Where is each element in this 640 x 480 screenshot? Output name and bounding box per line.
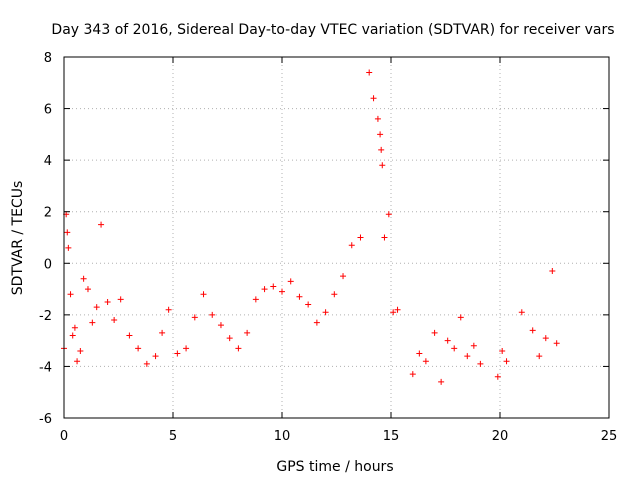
- y-tick-labels: -6 -4 -2 0 2 4 6 8: [39, 51, 52, 427]
- data-point: [84, 286, 91, 293]
- data-point: [457, 314, 464, 321]
- data-point: [244, 329, 251, 336]
- data-point: [67, 291, 74, 298]
- data-point: [98, 221, 105, 228]
- data-point: [451, 345, 458, 352]
- data-point: [409, 371, 416, 378]
- data-point: [374, 115, 381, 122]
- x-tick-labels: 0 5 10 15 20 25: [60, 429, 617, 444]
- x-tick-label: 5: [169, 429, 177, 444]
- data-point: [379, 162, 386, 169]
- data-point: [74, 358, 81, 365]
- data-point: [65, 244, 72, 251]
- data-point: [357, 234, 364, 241]
- data-point: [477, 360, 484, 367]
- data-point: [226, 335, 233, 342]
- data-point: [340, 273, 347, 280]
- y-tick-label: 6: [44, 103, 52, 118]
- x-tick-label: 15: [383, 429, 400, 444]
- data-point: [322, 309, 329, 316]
- data-point: [296, 293, 303, 300]
- y-axis-label: SDTVAR / TECUs: [10, 181, 26, 296]
- x-tick-label: 25: [601, 429, 618, 444]
- data-point: [174, 350, 181, 357]
- data-point: [422, 358, 429, 365]
- data-points: [61, 69, 560, 385]
- data-point: [270, 283, 277, 290]
- data-point: [381, 234, 388, 241]
- y-tick-label: 0: [44, 257, 52, 272]
- data-point: [390, 309, 397, 316]
- y-tick-label: -6: [39, 412, 52, 427]
- data-point: [385, 211, 392, 218]
- data-point: [126, 332, 133, 339]
- data-point: [71, 324, 78, 331]
- data-point: [117, 296, 124, 303]
- data-point: [135, 345, 142, 352]
- data-point: [200, 291, 207, 298]
- data-point: [209, 311, 216, 318]
- data-point: [348, 242, 355, 249]
- data-point: [77, 347, 84, 354]
- data-point: [183, 345, 190, 352]
- y-tick-label: 4: [44, 154, 52, 169]
- axis-ticks: [63, 56, 610, 419]
- data-point: [549, 268, 556, 275]
- data-point: [536, 353, 543, 360]
- x-axis-label: GPS time / hours: [276, 459, 393, 475]
- data-point: [191, 314, 198, 321]
- data-point: [416, 350, 423, 357]
- data-point: [378, 146, 385, 153]
- data-point: [444, 337, 451, 344]
- data-point: [370, 95, 377, 102]
- data-point: [287, 278, 294, 285]
- data-point: [394, 306, 401, 313]
- x-tick-label: 0: [60, 429, 68, 444]
- data-point: [553, 340, 560, 347]
- data-point: [159, 329, 166, 336]
- data-point: [366, 69, 373, 76]
- data-point: [143, 360, 150, 367]
- data-point: [470, 342, 477, 349]
- data-point: [542, 335, 549, 342]
- data-point: [165, 306, 172, 313]
- y-tick-label: 2: [44, 206, 52, 221]
- data-point: [518, 309, 525, 316]
- data-point: [499, 347, 506, 354]
- y-tick-label: -2: [39, 309, 52, 324]
- data-point: [89, 319, 96, 326]
- plot-frame: [63, 56, 610, 419]
- data-point: [93, 304, 100, 311]
- data-point: [464, 353, 471, 360]
- data-point: [252, 296, 259, 303]
- data-point: [64, 229, 71, 236]
- plot-grid: [64, 57, 609, 418]
- data-point: [261, 286, 268, 293]
- data-point: [104, 298, 111, 305]
- data-point: [305, 301, 312, 308]
- data-point: [217, 322, 224, 329]
- x-tick-label: 20: [492, 429, 509, 444]
- data-point: [152, 353, 159, 360]
- data-point: [279, 288, 285, 295]
- data-point: [111, 317, 118, 324]
- y-tick-label: -4: [39, 360, 52, 375]
- data-point: [377, 131, 384, 138]
- x-tick-label: 10: [274, 429, 291, 444]
- data-point: [235, 345, 242, 352]
- data-point: [431, 329, 438, 336]
- data-point: [529, 327, 536, 334]
- data-point: [503, 358, 510, 365]
- data-point: [438, 378, 445, 385]
- y-tick-label: 8: [44, 51, 52, 66]
- chart-title: Day 343 of 2016, Sidereal Day-to-day VTE…: [51, 22, 614, 38]
- data-point: [331, 291, 338, 298]
- data-point: [80, 275, 87, 282]
- data-point: [313, 319, 320, 326]
- data-point: [494, 373, 501, 380]
- data-point: [69, 332, 76, 339]
